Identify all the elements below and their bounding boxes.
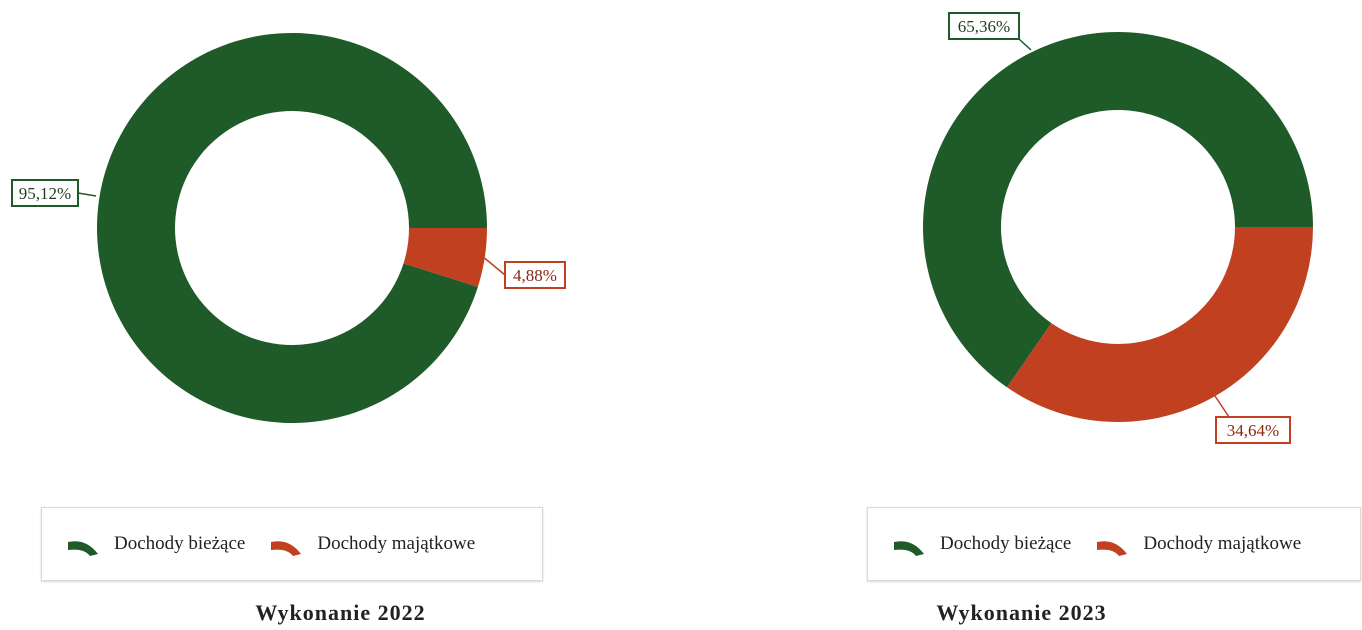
legend-item-majatkowe[interactable]: Dochody majątkowe xyxy=(267,532,475,556)
label-text: 95,12% xyxy=(19,184,71,203)
label-box xyxy=(504,261,566,289)
leader-line xyxy=(1018,38,1032,51)
donut-slice-majatkowe[interactable] xyxy=(1006,227,1313,422)
label-box xyxy=(11,179,79,207)
donut-slice-biezace[interactable] xyxy=(923,32,1313,388)
data-label-majatkowe: 4,88% xyxy=(481,255,566,289)
legend-item-biezace[interactable]: Dochody bieżące xyxy=(64,532,245,556)
chart-panel-2023: 65,36% 34,64% Dochody bieżące Dochody maj… xyxy=(681,0,1362,630)
legend-item-majatkowe[interactable]: Dochody majątkowe xyxy=(1093,532,1301,556)
donut-chart-2023: 65,36% 34,64% xyxy=(923,12,1313,444)
legend-2022: Dochody bieżące Dochody majątkowe xyxy=(41,507,543,581)
legend-swatch-biezace xyxy=(894,541,924,556)
chart-panel-2022: 95,12% 4,88% Dochody bieżące Dochody mają… xyxy=(11,32,566,625)
legend-swatch-majatkowe xyxy=(271,541,302,556)
chart-title-2023: Wykonanie 2023 xyxy=(936,600,1107,625)
chart-title-2022: Wykonanie 2022 xyxy=(255,600,426,625)
label-text: 65,36% xyxy=(958,17,1010,36)
legend-label-biezace: Dochody bieżące xyxy=(114,533,246,554)
data-label-biezace: 95,12% xyxy=(11,179,97,207)
donut-slice-biezace[interactable] xyxy=(97,32,487,423)
legend-2023: Dochody bieżące Dochody majątkowe xyxy=(867,507,1361,581)
legend-label-majatkowe: Dochody majątkowe xyxy=(317,533,476,554)
legend-label-majatkowe: Dochody majątkowe xyxy=(1143,533,1302,554)
legend-item-biezace[interactable]: Dochody bieżące xyxy=(890,532,1071,556)
leader-line xyxy=(77,192,97,197)
donut-chart-2022: 95,12% 4,88% xyxy=(11,32,566,423)
legend-swatch-majatkowe xyxy=(1097,541,1128,556)
data-label-biezace: 65,36% xyxy=(948,12,1032,51)
donut-slice-majatkowe[interactable] xyxy=(403,228,488,287)
leader-line xyxy=(481,255,506,276)
label-text: 34,64% xyxy=(1227,421,1279,440)
label-text: 4,88% xyxy=(513,266,557,285)
leader-line xyxy=(1210,389,1230,418)
label-box xyxy=(1215,416,1291,444)
legend-swatch-biezace xyxy=(68,541,98,556)
label-box xyxy=(948,12,1020,40)
legend-label-biezace: Dochody bieżące xyxy=(940,533,1072,554)
data-label-majatkowe: 34,64% xyxy=(1210,389,1291,444)
